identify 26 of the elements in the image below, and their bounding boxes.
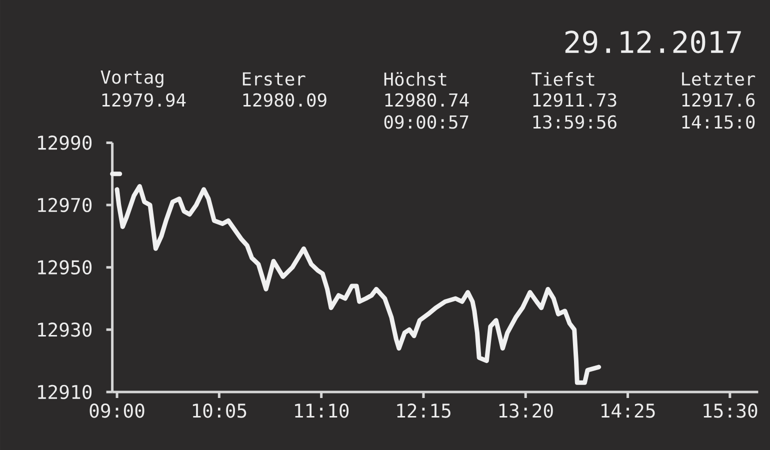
text: 13:59:56 bbox=[533, 115, 616, 129]
x-tick-label: 10:05 bbox=[192, 404, 246, 418]
text: 14:15:0 bbox=[682, 115, 755, 129]
x-tick-label: 13:20 bbox=[499, 404, 553, 418]
x-tick-label: 11:10 bbox=[295, 404, 349, 418]
text: 09:00:57 bbox=[384, 115, 468, 129]
text: Vortag bbox=[100, 70, 164, 88]
text: 12917.6 bbox=[682, 93, 755, 107]
text: Tiefst bbox=[532, 72, 594, 86]
y-tick-label: 12990 bbox=[38, 136, 92, 150]
chart-title: 29.12.2017 bbox=[565, 30, 741, 54]
text: 12911.73 bbox=[533, 93, 616, 107]
y-tick-label: 12930 bbox=[38, 322, 92, 337]
x-tick-label: 14:25 bbox=[602, 404, 655, 418]
y-tick-label: 12910 bbox=[38, 384, 92, 400]
x-tick-label: 15:30 bbox=[704, 404, 758, 418]
text: 12979.94 bbox=[102, 93, 186, 107]
text: Höchst bbox=[384, 72, 446, 86]
text: Letzter bbox=[682, 72, 756, 86]
text: Erster bbox=[242, 72, 306, 86]
text: 12980.09 bbox=[243, 93, 326, 107]
y-tick-label: 12950 bbox=[38, 260, 92, 274]
x-tick-label: 12:15 bbox=[397, 404, 450, 418]
text: 12980.74 bbox=[385, 93, 469, 107]
y-tick-label: 12970 bbox=[38, 198, 92, 212]
x-tick-label: 09:00 bbox=[90, 404, 144, 418]
